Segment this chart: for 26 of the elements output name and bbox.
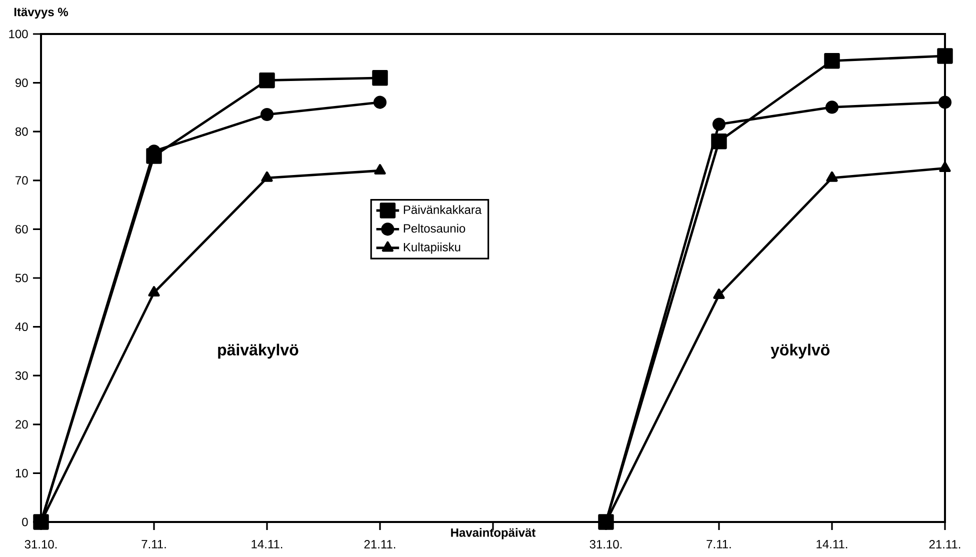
y-tick-label: 80 — [15, 127, 28, 136]
y-axis-title: Itävyys % — [14, 8, 68, 19]
legend-label: Peltosaunio — [404, 224, 466, 233]
x-tick-label: 7.11. — [706, 540, 731, 548]
y-tick-label: 70 — [16, 176, 28, 185]
x-tick-label: 31.10. — [590, 540, 622, 549]
y-tick-label: 50 — [15, 274, 28, 282]
x-tick-label: 31.10. — [24, 540, 57, 549]
x-tick-label: 21.11. — [929, 540, 960, 548]
annotation: yökylvö — [770, 344, 830, 359]
y-tick-label: 20 — [16, 420, 28, 429]
x-tick-label: 14.11. — [816, 540, 848, 548]
y-tick-label: 10 — [16, 468, 28, 478]
y-tick-label: 30 — [15, 371, 28, 380]
x-tick-label: 14.11. — [252, 540, 282, 548]
y-tick-label: 60 — [16, 224, 28, 234]
annotation: päiväkylvö — [218, 344, 298, 359]
legend-label: Kultapiisku — [404, 242, 460, 254]
y-tick-label: 0 — [22, 518, 28, 526]
legend-label: Päivänkakkara — [404, 205, 482, 214]
x-tick-label: 21.11. — [364, 540, 396, 548]
x-axis-title: Havaintopäivät — [451, 528, 536, 540]
y-tick-label: 100 — [9, 30, 28, 38]
x-tick-label: 7.11. — [142, 540, 166, 548]
y-tick-label: 40 — [15, 322, 28, 332]
y-tick-label: 90 — [16, 78, 28, 88]
